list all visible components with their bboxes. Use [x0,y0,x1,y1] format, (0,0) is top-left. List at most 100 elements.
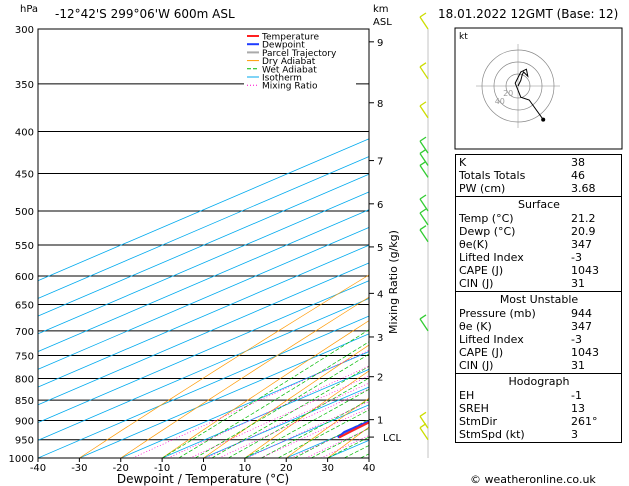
isotherm-line [38,138,369,282]
hodograph-index-row: StmDir 261° [459,415,619,428]
pressure-tick-label: 300 [15,25,34,36]
footer-credit: © weatheronline.co.uk [470,473,596,486]
wind-barb-flag [419,423,427,429]
wind-barbs [419,12,429,458]
surface-index-label: Dewp (°C) [459,225,516,238]
pressure-tick-label: 500 [15,207,34,218]
hodograph-index-value: 261° [571,415,598,428]
hodograph-index-row: SREH 13 [459,402,619,415]
surface-index-label: CAPE (J) [459,264,504,277]
pressure-tick-label: 900 [15,416,34,427]
hodograph-index-label: StmDir [459,415,498,428]
surface-index-label: Lifted Index [459,251,524,264]
most-unstable-index-row: CAPE (J) 1043 [459,346,619,359]
surface-index-row: Lifted Index -3 [459,251,619,264]
km-unit-label: km [373,4,389,15]
axes: 3003504004505005506006507007508008509009… [9,25,402,474]
most-unstable-index-value: -3 [571,333,582,346]
pressure-tick-label: 1000 [9,454,34,465]
hodograph-indices-box: Hodograph EH -1 SREH 13 StmDir 261° StmSpd (kt… [455,374,622,443]
wind-barb-flag [419,225,427,231]
pressure-tick-label: 850 [15,396,34,407]
hodograph-unit-label: kt [459,32,468,42]
surface-title: Surface [518,198,560,211]
most-unstable-index-value: 347 [571,320,592,333]
mixing-ratio-label: 5 [625,261,629,270]
legend-entry: Temperature [261,33,319,43]
most-unstable-index-row: Pressure (mb) 944 [459,307,619,320]
pressure-tick-label: 400 [15,128,34,139]
index-label: K [459,156,467,169]
surface-index-row: θe(K) 347 [459,238,619,251]
hodograph-trace [514,68,544,120]
isotherm-line [38,297,369,441]
temperature-tick-label: 10 [239,463,252,474]
dry-adiabat-line [79,274,369,458]
wind-barb [419,415,429,429]
surface-index-value: 1043 [571,264,599,277]
wet-adiabat-line [161,329,369,458]
wind-barb [419,212,429,226]
hodograph-index-value: -1 [571,389,582,402]
surface-index-value: 21.2 [571,212,596,225]
wind-barb-flag [419,12,427,18]
wind-barb-flag [419,194,427,200]
most-unstable-index-row: θe (K) 347 [459,320,619,333]
pressure-tick-label: 550 [15,241,34,252]
mixing-ratio-axis-label: Mixing Ratio (g/kg) [387,230,400,334]
isotherm-line [38,227,369,370]
wind-barb [419,140,429,154]
wind-barb [419,153,429,166]
wind-barb-flag [419,136,427,142]
hodograph-index-label: StmSpd (kt) [459,428,525,441]
hodograph-index-label: EH [459,389,475,402]
surface-index-value: -3 [571,251,582,264]
isotherm-line [38,262,369,406]
legend-entry: Mixing Ratio [262,82,318,92]
hodograph-storm-point [541,117,546,122]
isotherm-line [38,209,369,353]
location-title: -12°42'S 299°06'W 600m ASL [55,7,235,21]
isotherm-line [38,315,369,458]
wind-barb-flag [419,148,427,155]
km-tick-label: 6 [377,200,383,211]
wet-adiabat-line [178,341,369,458]
pressure-tick-label: 700 [15,327,34,338]
datetime-title: 18.01.2022 12GMT (Base: 12) [438,7,618,21]
wind-barb [419,229,429,243]
most-unstable-index-value: 944 [571,307,592,320]
dry-adiabat-line [161,320,369,458]
isotherm-line [120,351,369,458]
pressure-tick-label: 750 [15,351,34,362]
index-value: 46 [571,169,585,182]
surface-index-value: 347 [571,238,592,251]
surface-index-label: θe(K) [459,238,489,251]
index-row: PW (cm) 3.68 [459,182,619,195]
wind-barb [419,66,429,80]
lcl-label: LCL [383,433,402,444]
legend-entry: Dry Adiabat [262,57,316,67]
km-tick-label: 9 [377,38,383,49]
isotherm-line [161,368,369,458]
wind-barb [419,318,429,332]
most-unstable-index-label: Pressure (mb) [459,307,536,320]
plot-border [37,28,370,459]
surface-index-label: Temp (°C) [459,212,514,225]
wind-barb [419,105,429,119]
legend-entry: Isotherm [262,74,302,84]
hodograph-ring-label: 40 [495,97,505,106]
hodograph-ring-label: 20 [503,89,513,98]
wind-barb-flag [419,208,427,214]
indices-panel: K 38 Totals Totals 46 PW (cm) 3.68 Surface Te… [455,154,622,443]
most-unstable-index-label: CIN (J) [459,359,494,372]
most-unstable-index-label: Lifted Index [459,333,524,346]
temperature-tick-label: 20 [280,463,293,474]
km-tick-label: 5 [377,243,383,254]
dry-adiabat-line [203,344,369,458]
km-tick-label: 1 [377,416,383,427]
surface-index-value: 31 [571,277,585,290]
temperature-tick-label: -30 [71,463,87,474]
hodograph-index-row: EH -1 [459,389,619,402]
isotherm-line [38,244,369,388]
